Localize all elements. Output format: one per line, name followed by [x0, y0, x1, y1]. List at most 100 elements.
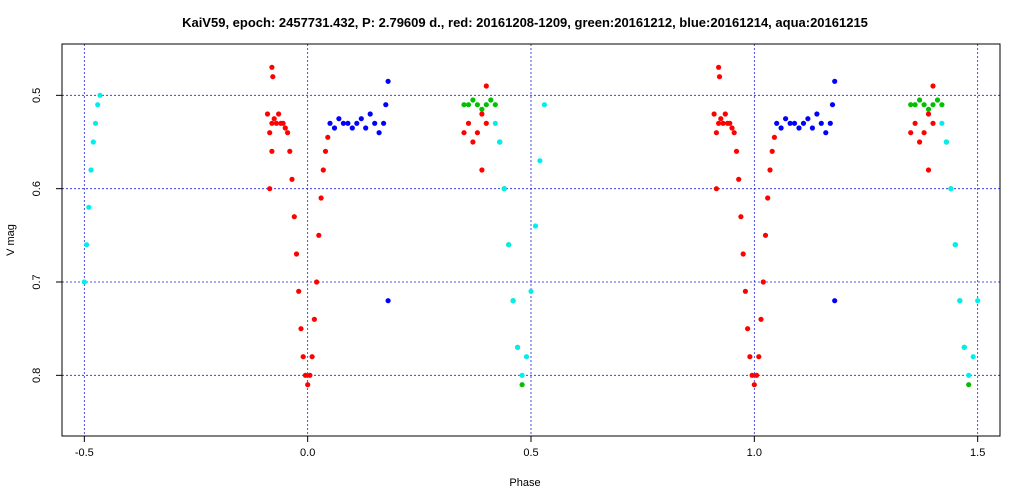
- data-point: [800, 120, 807, 126]
- data-point: [291, 214, 297, 220]
- data-point: [966, 372, 972, 378]
- x-tick-label: 1.0: [747, 447, 762, 459]
- data-point: [95, 102, 101, 108]
- data-point: [479, 167, 485, 173]
- data-point: [273, 120, 279, 126]
- data-point: [92, 120, 99, 126]
- data-point: [829, 102, 836, 108]
- data-point: [86, 204, 92, 210]
- data-point: [269, 120, 275, 126]
- data-point: [296, 288, 302, 294]
- data-point: [84, 242, 90, 248]
- data-point: [302, 372, 308, 378]
- data-point: [939, 102, 945, 108]
- data-point: [917, 139, 923, 145]
- data-point: [358, 116, 364, 122]
- data-point: [289, 176, 295, 182]
- data-point: [731, 130, 737, 136]
- y-tick-label: 0.6: [31, 181, 43, 196]
- data-point: [809, 125, 816, 131]
- data-point: [298, 326, 304, 332]
- data-point: [783, 116, 789, 122]
- data-point: [474, 130, 480, 136]
- data-point: [948, 186, 954, 192]
- y-tick-label: 0.5: [31, 88, 43, 103]
- data-point: [917, 97, 923, 103]
- data-point: [325, 134, 331, 140]
- data-points-layer: [81, 64, 981, 388]
- data-point: [465, 102, 472, 108]
- data-point: [754, 372, 760, 378]
- data-point: [461, 102, 467, 108]
- data-point: [787, 120, 793, 126]
- data-point: [322, 148, 329, 154]
- data-point: [81, 279, 87, 285]
- data-point: [307, 372, 313, 378]
- data-point: [771, 134, 778, 140]
- y-axis: 0.5 0.6 0.7 0.8: [31, 88, 62, 383]
- data-point: [519, 372, 525, 378]
- data-point: [488, 97, 494, 103]
- data-point: [311, 316, 317, 322]
- data-point: [762, 232, 769, 238]
- data-point: [961, 344, 967, 350]
- data-point: [736, 176, 742, 182]
- data-point: [718, 116, 724, 122]
- data-point: [267, 186, 273, 192]
- data-point: [747, 354, 753, 360]
- data-point: [912, 102, 918, 108]
- data-point: [791, 120, 798, 126]
- data-point: [269, 64, 275, 70]
- data-point: [823, 130, 829, 136]
- data-point: [470, 139, 476, 145]
- data-point: [501, 186, 507, 192]
- data-point: [745, 326, 751, 332]
- data-point: [756, 354, 762, 360]
- x-tick-label: 1.5: [970, 447, 985, 459]
- data-point: [727, 120, 733, 126]
- data-point: [483, 120, 489, 126]
- data-point: [264, 111, 271, 117]
- data-point: [492, 120, 498, 126]
- data-point: [320, 167, 326, 173]
- grid-layer: [62, 44, 1000, 436]
- data-point: [532, 223, 539, 229]
- data-point: [930, 120, 936, 126]
- data-point: [908, 102, 914, 108]
- series-3: [81, 92, 981, 378]
- data-point: [305, 382, 311, 388]
- y-tick-label: 0.7: [31, 274, 43, 289]
- data-point: [331, 125, 338, 131]
- data-point: [749, 372, 755, 378]
- data-point: [912, 120, 918, 126]
- data-point: [733, 148, 740, 154]
- data-point: [276, 111, 282, 117]
- data-point: [523, 354, 530, 360]
- data-point: [293, 251, 300, 257]
- data-point: [729, 125, 735, 131]
- data-point: [465, 120, 472, 126]
- data-point: [506, 242, 512, 248]
- x-tick-label: -0.5: [75, 447, 94, 459]
- data-point: [483, 102, 489, 108]
- y-axis-label: V mag: [5, 224, 17, 256]
- data-point: [722, 111, 728, 117]
- data-point: [930, 102, 936, 108]
- data-point: [287, 148, 293, 154]
- data-point: [316, 232, 322, 238]
- data-point: [318, 195, 324, 201]
- data-point: [528, 288, 534, 294]
- data-point: [814, 111, 820, 117]
- data-point: [952, 242, 958, 248]
- data-point: [970, 354, 976, 360]
- data-point: [716, 120, 722, 126]
- data-point: [767, 167, 773, 173]
- data-point: [349, 125, 355, 131]
- data-point: [711, 111, 717, 117]
- data-point: [479, 106, 485, 112]
- data-point: [461, 130, 467, 136]
- data-point: [832, 298, 838, 304]
- chart-title: KaiV59, epoch: 2457731.432, P: 2.79609 d…: [182, 15, 868, 30]
